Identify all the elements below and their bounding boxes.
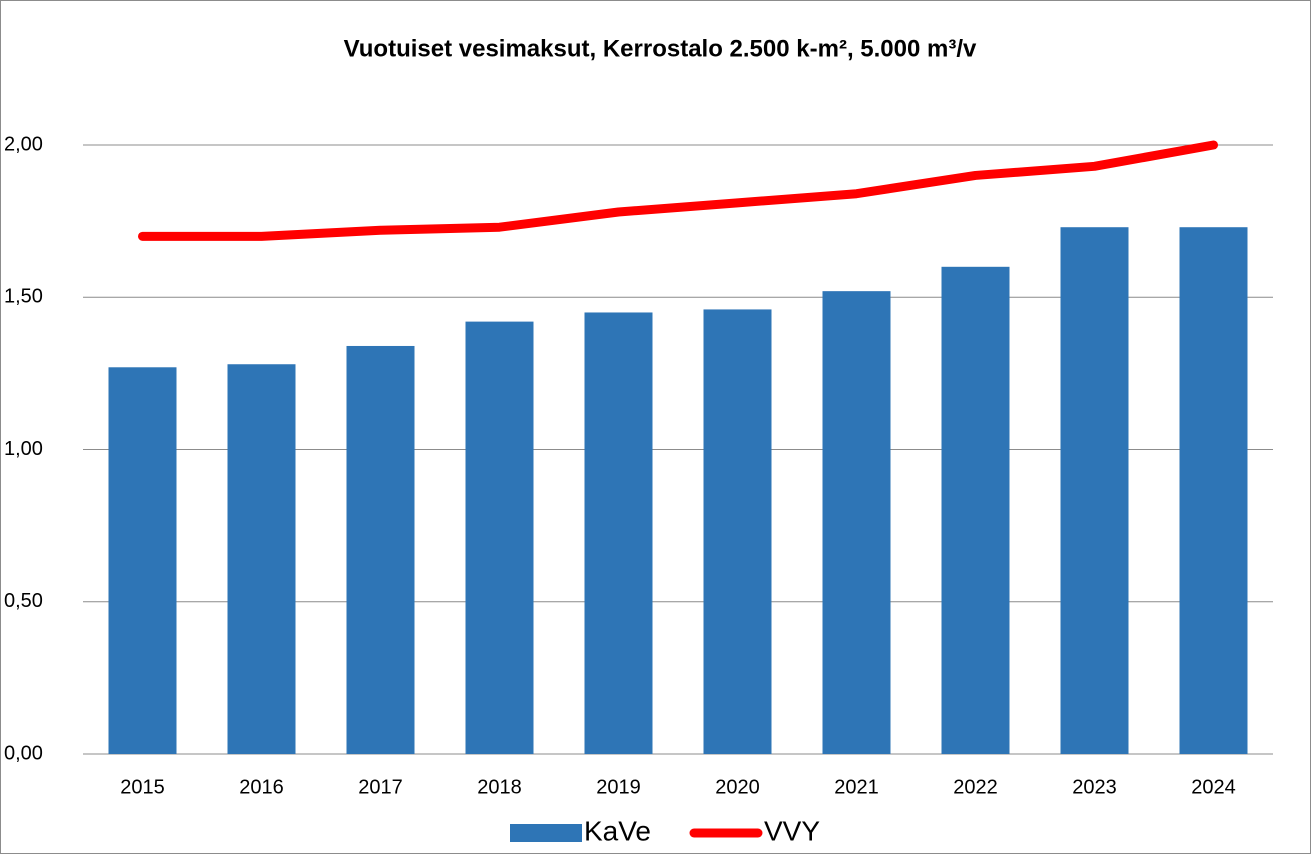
legend-label: KaVe [584, 815, 651, 846]
y-tick-label: 1,50 [4, 286, 43, 308]
chart-title: Vuotuiset vesimaksut, Kerrostalo 2.500 k… [344, 35, 977, 62]
x-tick-label: 2022 [953, 776, 998, 798]
legend-label: VVY [764, 815, 820, 846]
y-tick-label: 0,00 [4, 742, 43, 764]
bar [108, 367, 177, 754]
bar [465, 321, 534, 754]
bar [346, 345, 415, 754]
bar [1179, 227, 1248, 755]
bar [227, 364, 296, 754]
bar [584, 312, 653, 754]
x-tick-label: 2019 [596, 776, 641, 798]
bar [941, 266, 1010, 754]
bar [822, 291, 891, 754]
y-tick-label: 2,00 [4, 133, 43, 155]
y-tick-label: 1,00 [4, 438, 43, 460]
x-tick-label: 2015 [120, 776, 165, 798]
x-tick-label: 2020 [715, 776, 760, 798]
x-tick-label: 2018 [477, 776, 522, 798]
x-tick-label: 2023 [1072, 776, 1117, 798]
bar [703, 309, 772, 754]
x-tick-label: 2021 [834, 776, 879, 798]
x-tick-label: 2024 [1191, 776, 1236, 798]
line [138, 140, 1218, 241]
x-tick-label: 2017 [358, 776, 403, 798]
y-tick-label: 0,50 [4, 590, 43, 612]
bar [1060, 227, 1129, 755]
legend-swatch [510, 824, 582, 842]
x-tick-label: 2016 [239, 776, 284, 798]
